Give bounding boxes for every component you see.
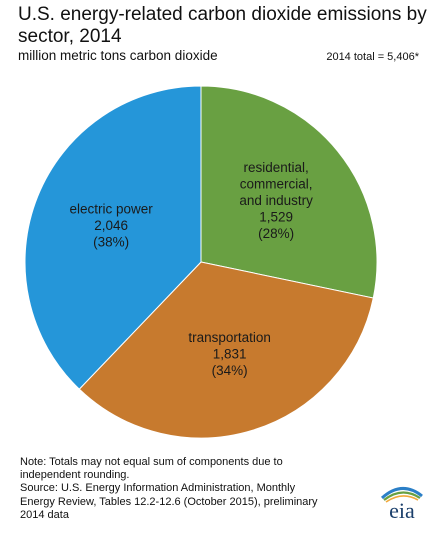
source-note: Note: Totals may not equal sum of compon… [20,456,350,522]
logo-swoosh-green [383,491,421,501]
slice-value: 1,831 [213,346,247,361]
pie-slice-transportation [78,261,374,439]
note-line: 2014 data [20,508,69,521]
note-line: Source: U.S. Energy Information Administ… [20,482,296,495]
total-label: 2014 total = 5,406* [326,51,419,63]
slice-name-line: commercial, [240,176,313,191]
slice-percent: (38%) [93,234,129,249]
logo-text: eia [389,498,415,522]
slice-label-residential: residential, commercial, and industry 1,529… [239,160,313,241]
slice-name-line: transportation [188,330,271,345]
slice-label-electric: electric power 2,046 (38%) [70,201,154,249]
slice-name-line: residential, [243,160,308,175]
slice-value: 2,046 [94,218,128,233]
pie-slice-residential [200,85,378,299]
slice-percent: (34%) [212,363,248,378]
chart-title: U.S. energy-related carbon dioxide emiss… [18,4,427,47]
slice-name-line: electric power [70,201,154,216]
pie-slice-electric [24,85,202,390]
note-line: Energy Review, Tables 12.2-12.6 (October… [20,495,318,508]
slice-value: 1,529 [259,209,293,224]
slice-percent: (28%) [258,226,294,241]
note-line: Note: Totals may not equal sum of compon… [20,456,283,468]
pie-chart: residential, commercial, and industry 1,529… [24,85,378,439]
slice-label-transportation: transportation 1,831 (34%) [188,330,271,378]
slice-name-line: and industry [239,193,313,208]
chart-subtitle: million metric tons carbon dioxide [18,48,218,63]
eia-logo: eia [380,487,423,522]
note-line: independent rounding. [20,469,130,482]
logo-swoosh-blue [380,487,423,500]
logo-swoosh-orange [385,495,419,503]
